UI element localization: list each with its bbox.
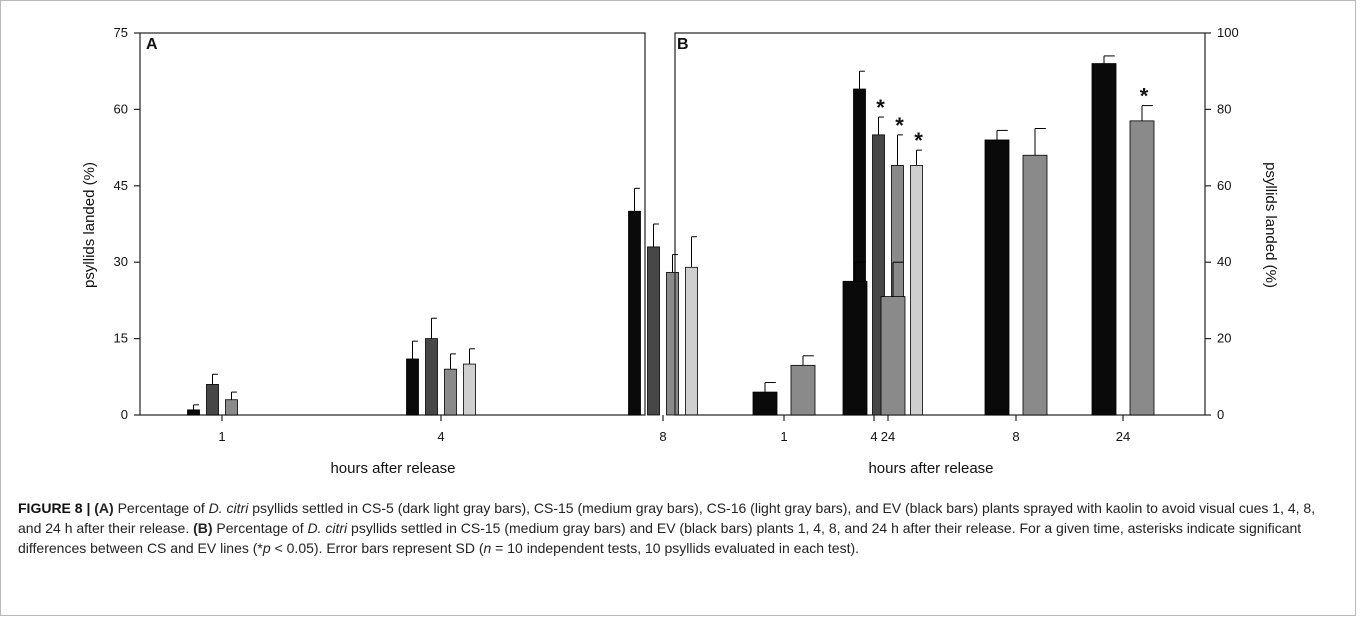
panel-b-letter: B xyxy=(677,36,689,53)
caption-run: n xyxy=(483,540,492,556)
panel-b-x-tick-label: 1 xyxy=(780,429,787,444)
panel-b-bar-cs-15-4 xyxy=(880,296,906,416)
panel-a-bar-ev-1 xyxy=(187,409,200,416)
panel-a-bar-cs-15-1 xyxy=(225,399,238,416)
panel-a-letter: A xyxy=(146,36,158,53)
panel-b-bar-ev-1 xyxy=(752,391,778,416)
panel-a-bar-cs-5-4 xyxy=(425,338,438,416)
panel-a-significance-star: * xyxy=(914,128,923,153)
panel-b-chart: psyllids landed (%) hours after release … xyxy=(674,25,1279,477)
panel-b-y-tick-label: 40 xyxy=(1217,254,1231,269)
caption-run: (A) xyxy=(94,500,114,516)
panel-b-y-tick-label: 20 xyxy=(1217,331,1231,346)
figure-number-label: FIGURE 8 | xyxy=(18,500,91,516)
caption-text: (A) Percentage of D. citri psyllids sett… xyxy=(18,500,1315,556)
panel-a-bar-cs-5-8 xyxy=(647,246,660,416)
panel-a-x-tick-label: 24 xyxy=(881,429,895,444)
panel-b-x-tick-label: 24 xyxy=(1116,429,1130,444)
caption-run: Percentage of xyxy=(113,500,209,516)
panel-b-y-tick-label: 80 xyxy=(1217,101,1231,116)
panel-a-bar-ev-4 xyxy=(406,358,419,416)
panel-a-bar-cs-16-4 xyxy=(463,363,476,416)
panel-b-y-tick-label: 100 xyxy=(1217,25,1239,40)
panel-a-x-tick-label: 8 xyxy=(659,429,666,444)
panel-b-bar-ev-8 xyxy=(984,139,1010,416)
caption-run: psyllids settled in CS-15 (medium gray b… xyxy=(18,520,1302,556)
panel-a-y-tick-label: 75 xyxy=(114,25,128,40)
panel-a-bar-cs-16-8 xyxy=(685,266,698,416)
panel-b-bar-ev-24 xyxy=(1091,63,1117,416)
panel-a-x-axis-title: hours after release xyxy=(330,460,455,477)
panel-b-bar-cs-15-1 xyxy=(790,364,816,416)
panel-b-y-axis-title: psyllids landed (%) xyxy=(1262,162,1279,288)
panel-b-x-axis-title: hours after release xyxy=(868,460,993,477)
caption-run: (B) xyxy=(193,520,213,536)
panel-a-y-tick-label: 0 xyxy=(121,407,128,422)
caption-run: p xyxy=(262,540,271,556)
panel-a-x-tick-label: 4 xyxy=(437,429,444,444)
caption-run: Percentage of xyxy=(212,520,308,536)
panel-b-x-tick-label: 4 xyxy=(870,429,877,444)
panel-a-plot-frame xyxy=(139,32,646,416)
figure-caption: FIGURE 8 | (A) Percentage of D. citri ps… xyxy=(18,498,1338,558)
panel-b-significance-star: * xyxy=(1140,84,1149,109)
panel-b-y-tick-label: 0 xyxy=(1217,407,1224,422)
caption-run: psyllids settled in CS-5 (dark light gra… xyxy=(18,500,1316,536)
caption-run: < 0.05). Error bars represent SD ( xyxy=(270,540,484,556)
caption-run: D. citri xyxy=(208,500,249,516)
panel-a-y-tick-label: 45 xyxy=(114,178,128,193)
panel-a-significance-star: * xyxy=(876,95,885,120)
panel-b-y-tick-label: 60 xyxy=(1217,178,1231,193)
panel-a-y-tick-label: 30 xyxy=(114,254,128,269)
panel-a-bar-cs-15-8 xyxy=(666,271,679,416)
panel-a-bar-cs-16-24 xyxy=(910,165,923,416)
panel-a-bar-cs-15-4 xyxy=(444,368,457,416)
caption-run: = 10 independent tests, 10 psyllids eval… xyxy=(491,540,860,556)
panel-a-significance-star: * xyxy=(895,113,904,138)
panel-a-y-tick-label: 60 xyxy=(114,101,128,116)
figure-chart: psyllids landed (%) hours after release … xyxy=(81,25,1279,477)
caption-run: D. citri xyxy=(307,520,348,536)
panel-a-x-tick-label: 1 xyxy=(218,429,225,444)
panel-a-bar-ev-8 xyxy=(628,210,641,416)
panel-b-plot-frame xyxy=(674,32,1206,416)
panel-b-bar-ev-4 xyxy=(842,280,868,416)
panel-a-y-axis-title: psyllids landed (%) xyxy=(81,162,98,288)
panel-b-bar-cs-15-8 xyxy=(1022,154,1048,416)
panel-a-bar-cs-5-1 xyxy=(206,384,219,416)
panel-a-y-tick-label: 15 xyxy=(114,331,128,346)
panel-b-x-tick-label: 8 xyxy=(1012,429,1019,444)
panel-b-bar-cs-15-24 xyxy=(1129,120,1155,416)
